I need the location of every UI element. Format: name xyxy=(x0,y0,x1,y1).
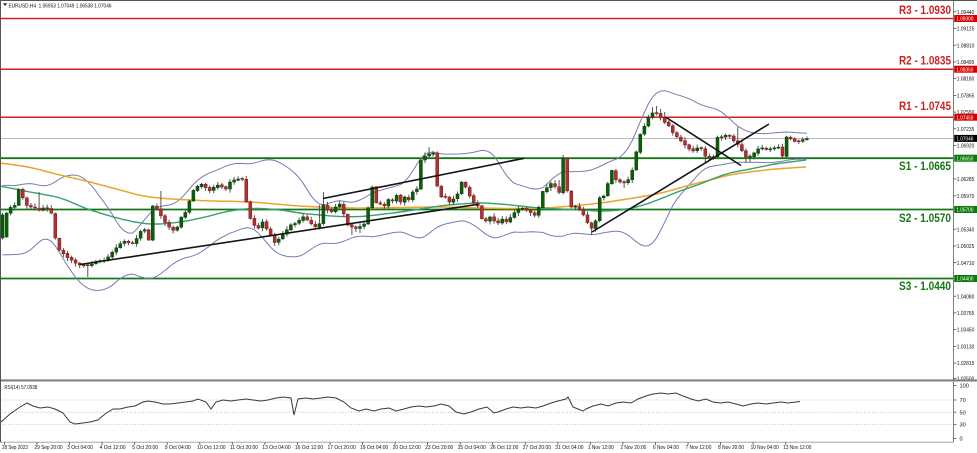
svg-text:1.04710: 1.04710 xyxy=(957,261,975,267)
svg-text:0: 0 xyxy=(960,437,963,443)
svg-text:3 Oct 04:00: 3 Oct 04:00 xyxy=(67,445,93,451)
svg-text:1.06920: 1.06920 xyxy=(957,144,975,150)
svg-text:1.04080: 1.04080 xyxy=(957,294,975,300)
svg-text:1.04400: 1.04400 xyxy=(956,277,973,283)
svg-text:4 Oct 12:00: 4 Oct 12:00 xyxy=(100,445,126,451)
svg-text:1 Nov 12:00: 1 Nov 12:00 xyxy=(588,445,614,451)
svg-text:9 Oct 04:00: 9 Oct 04:00 xyxy=(165,445,191,451)
svg-text:1.07450: 1.07450 xyxy=(956,115,973,121)
svg-text:1.03765: 1.03765 xyxy=(957,311,975,317)
svg-text:8 Nov 20:00: 8 Nov 20:00 xyxy=(718,445,744,451)
svg-text:6 Nov 04:00: 6 Nov 04:00 xyxy=(653,445,679,451)
svg-text:13 Nov 12:00: 13 Nov 12:00 xyxy=(783,445,811,451)
svg-text:1.08180: 1.08180 xyxy=(957,77,975,83)
svg-text:11 Oct 20:00: 11 Oct 20:00 xyxy=(230,445,258,451)
svg-text:S3 - 1.0440: S3 - 1.0440 xyxy=(899,281,951,293)
svg-text:S2 - 1.0570: S2 - 1.0570 xyxy=(899,213,951,225)
svg-text:1.03450: 1.03450 xyxy=(957,328,975,334)
svg-text:1.09300: 1.09300 xyxy=(956,17,973,23)
svg-text:17 Oct 20:00: 17 Oct 20:00 xyxy=(328,445,356,451)
svg-text:2 Nov 20:00: 2 Nov 20:00 xyxy=(620,445,646,451)
svg-text:30: 30 xyxy=(960,423,966,429)
svg-text:27 Oct 20:00: 27 Oct 20:00 xyxy=(523,445,551,451)
svg-text:100: 100 xyxy=(960,384,969,390)
svg-text:1.02815: 1.02815 xyxy=(957,361,975,367)
svg-text:1.08495: 1.08495 xyxy=(957,60,975,66)
svg-text:RSI(14) 57.0938: RSI(14) 57.0938 xyxy=(4,385,37,391)
svg-text:R2 - 1.0835: R2 - 1.0835 xyxy=(899,56,952,68)
svg-text:28 Sep 2023: 28 Sep 2023 xyxy=(2,445,28,451)
svg-text:S1 - 1.0665: S1 - 1.0665 xyxy=(899,161,952,173)
svg-text:25 Oct 04:00: 25 Oct 04:00 xyxy=(458,445,486,451)
svg-text:1.05970: 1.05970 xyxy=(957,194,975,200)
svg-text:1.08350: 1.08350 xyxy=(956,67,973,73)
svg-text:26 Oct 12:00: 26 Oct 12:00 xyxy=(490,445,518,451)
svg-text:70: 70 xyxy=(960,398,966,404)
svg-text:20 Oct 12:00: 20 Oct 12:00 xyxy=(393,445,421,451)
svg-text:1.03130: 1.03130 xyxy=(957,345,975,351)
svg-text:EURUSD,H4 1.06953 1.07049 1.0: EURUSD,H4 1.06953 1.07049 1.06538 1.0704… xyxy=(9,3,112,9)
svg-text:1.07046: 1.07046 xyxy=(956,137,973,143)
svg-text:1.06650: 1.06650 xyxy=(956,156,973,162)
svg-text:1.09440: 1.09440 xyxy=(957,10,975,16)
svg-text:50: 50 xyxy=(960,410,966,416)
svg-text:31 Oct 04:00: 31 Oct 04:00 xyxy=(555,445,583,451)
svg-text:1.05700: 1.05700 xyxy=(956,208,973,214)
svg-text:1.09125: 1.09125 xyxy=(957,27,975,33)
svg-text:10 Oct 12:00: 10 Oct 12:00 xyxy=(197,445,225,451)
svg-text:13 Oct 04:00: 13 Oct 04:00 xyxy=(262,445,290,451)
svg-text:7 Nov 12:00: 7 Nov 12:00 xyxy=(686,445,712,451)
svg-text:1.05025: 1.05025 xyxy=(957,244,975,250)
svg-text:1.07235: 1.07235 xyxy=(957,127,975,133)
svg-text:1.07865: 1.07865 xyxy=(957,94,975,100)
svg-text:1.06285: 1.06285 xyxy=(957,177,975,183)
svg-text:1.07550: 1.07550 xyxy=(957,110,975,116)
svg-text:10 Nov 04:00: 10 Nov 04:00 xyxy=(751,445,779,451)
svg-text:1.08810: 1.08810 xyxy=(957,43,975,49)
svg-text:1.05340: 1.05340 xyxy=(957,227,975,233)
svg-text:16 Oct 12:00: 16 Oct 12:00 xyxy=(295,445,323,451)
svg-text:19 Oct 04:00: 19 Oct 04:00 xyxy=(360,445,388,451)
svg-text:R1 - 1.0745: R1 - 1.0745 xyxy=(899,101,952,113)
svg-text:29 Sep 20:00: 29 Sep 20:00 xyxy=(35,445,63,451)
svg-text:R3 - 1.0930: R3 - 1.0930 xyxy=(899,5,951,17)
svg-text:5 Oct 20:00: 5 Oct 20:00 xyxy=(132,445,158,451)
svg-text:23 Oct 20:00: 23 Oct 20:00 xyxy=(425,445,453,451)
